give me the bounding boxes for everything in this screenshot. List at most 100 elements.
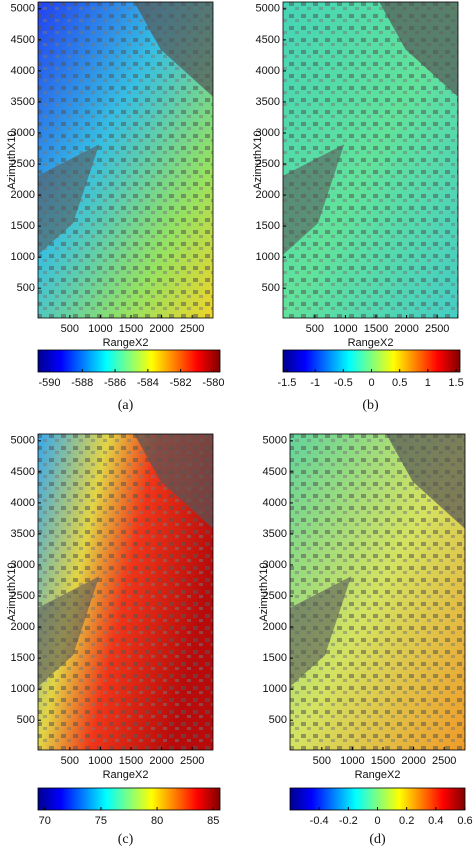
plot-frame [37, 1, 214, 319]
y-tick-label: 2000 [263, 621, 287, 633]
masked-region [290, 576, 352, 687]
x-tick-label: 1000 [88, 755, 112, 767]
colorbar-tick-label: 1.5 [448, 377, 463, 389]
y-tick-label: 5000 [263, 435, 287, 447]
y-tick-label: 4000 [256, 65, 280, 77]
colorbar-tick-label: 0.5 [392, 377, 407, 389]
x-axis-label: RangeX2 [348, 337, 394, 349]
y-tick-label: 4500 [11, 34, 35, 46]
colorbar-tick-label: 85 [207, 815, 219, 827]
x-tick-label: 500 [313, 755, 331, 767]
x-tick-label: 1000 [340, 755, 364, 767]
y-tick-label: 1000 [11, 683, 35, 695]
masked-region [134, 434, 213, 529]
y-tick-label: 2500 [11, 158, 35, 170]
y-axis-label: AzimuthX10 [6, 562, 18, 621]
x-tick-label: 500 [306, 323, 324, 335]
x-axis-label: RangeX2 [103, 769, 149, 781]
x-tick-label: 2500 [432, 755, 456, 767]
colorbar [37, 349, 221, 373]
y-tick-label: 4500 [256, 34, 280, 46]
colorbar [37, 787, 221, 811]
y-tick-label: 3500 [11, 528, 35, 540]
masked-region [386, 434, 465, 529]
x-tick-label: 1000 [88, 323, 112, 335]
x-tick-label: 2000 [149, 755, 173, 767]
x-tick-label: 1000 [333, 323, 357, 335]
plot-frame [289, 433, 466, 751]
colorbar-tick-label: 0.2 [399, 815, 414, 827]
colorbar-tick-label: -1 [310, 377, 320, 389]
masked-region [38, 144, 100, 255]
x-tick-label: 2500 [425, 323, 449, 335]
y-tick-label: 5000 [256, 3, 280, 15]
colorbar-tick-label: 0.6 [457, 815, 472, 827]
y-tick-label: 2500 [256, 158, 280, 170]
x-axis-label: RangeX2 [103, 337, 149, 349]
x-tick-label: 1500 [119, 323, 143, 335]
x-tick-label: 1500 [371, 755, 395, 767]
colorbar-tick-label: -0.4 [310, 815, 329, 827]
x-tick-label: 2500 [180, 755, 204, 767]
y-tick-label: 2000 [256, 189, 280, 201]
y-tick-label: 1000 [11, 251, 35, 263]
colorbar-tick-label: -0.5 [334, 377, 353, 389]
colorbar-tick-label: -590 [38, 377, 60, 389]
colorbar-tick-label: 0.4 [428, 815, 443, 827]
colorbar [282, 349, 461, 373]
y-axis-label: AzimuthX10 [6, 130, 18, 189]
colorbar-tick-label: -1.5 [277, 377, 296, 389]
x-tick-label: 500 [61, 323, 79, 335]
colorbar [289, 787, 466, 811]
y-tick-label: 1000 [256, 251, 280, 263]
colorbar-tick-label: -586 [104, 377, 126, 389]
y-tick-label: 3500 [263, 528, 287, 540]
y-tick-label: 2000 [11, 621, 35, 633]
x-tick-label: 1500 [119, 755, 143, 767]
y-tick-label: 5000 [11, 3, 35, 15]
panel-caption: (b) [362, 398, 379, 413]
y-axis-label: AzimuthX10 [252, 130, 264, 189]
colorbar-tick-label: -588 [71, 377, 93, 389]
y-tick-label: 4000 [11, 497, 35, 509]
y-tick-label: 500 [262, 282, 280, 294]
x-tick-label: 2000 [149, 323, 173, 335]
y-tick-label: 1500 [256, 220, 280, 232]
y-tick-label: 3000 [263, 559, 287, 571]
panel-caption: (d) [369, 832, 386, 847]
x-tick-label: 500 [61, 755, 79, 767]
y-tick-label: 3000 [11, 559, 35, 571]
y-tick-label: 4000 [263, 497, 287, 509]
y-tick-label: 3000 [11, 127, 35, 139]
colorbar-tick-label: -0.2 [339, 815, 358, 827]
colorbar-tick-label: -582 [170, 377, 192, 389]
colorbar-tick-label: -584 [137, 377, 159, 389]
y-tick-label: 1000 [263, 683, 287, 695]
y-tick-label: 1500 [11, 220, 35, 232]
colorbar-tick-label: 70 [39, 815, 51, 827]
x-tick-label: 2500 [180, 323, 204, 335]
y-tick-label: 3500 [11, 96, 35, 108]
y-tick-label: 500 [269, 714, 287, 726]
panel-caption: (a) [118, 398, 134, 413]
y-tick-label: 2500 [11, 590, 35, 602]
y-axis-label: AzimuthX10 [258, 562, 270, 621]
masked-region [134, 2, 213, 97]
colorbar-tick-label: 80 [151, 815, 163, 827]
colorbar-tick-label: 75 [95, 815, 107, 827]
masked-region [379, 2, 458, 97]
y-tick-label: 3500 [256, 96, 280, 108]
y-tick-label: 500 [17, 714, 35, 726]
colorbar-tick-label: 1 [425, 377, 431, 389]
y-tick-label: 4500 [11, 466, 35, 478]
x-axis-label: RangeX2 [355, 769, 401, 781]
masked-region [38, 576, 100, 687]
x-tick-label: 1500 [364, 323, 388, 335]
y-tick-label: 1500 [263, 652, 287, 664]
plot-frame [37, 433, 214, 751]
colorbar-tick-label: 0 [368, 377, 374, 389]
y-tick-label: 4500 [263, 466, 287, 478]
masked-region [283, 144, 345, 255]
x-tick-label: 2000 [401, 755, 425, 767]
